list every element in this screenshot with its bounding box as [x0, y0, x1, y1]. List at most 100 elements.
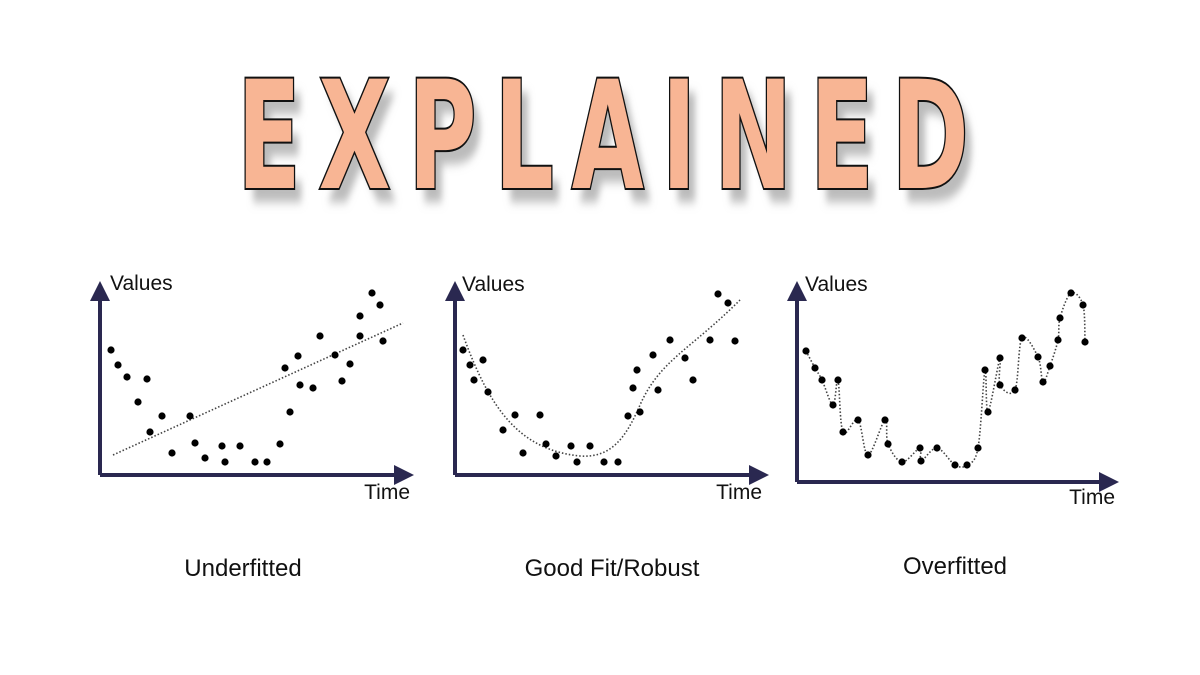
data-point	[276, 440, 284, 448]
title-shadow: EXPLAINED	[245, 64, 977, 238]
data-point	[633, 366, 641, 374]
data-point	[811, 364, 819, 372]
data-point	[996, 354, 1004, 362]
data-point	[1067, 289, 1075, 297]
data-point	[1011, 386, 1019, 394]
data-point	[218, 442, 226, 450]
data-point	[951, 461, 959, 469]
data-point	[614, 458, 622, 466]
data-point	[802, 347, 810, 355]
data-point	[296, 381, 304, 389]
data-point	[586, 442, 594, 450]
data-point	[134, 398, 142, 406]
data-point	[884, 440, 892, 448]
caption: Underfitted	[184, 555, 301, 582]
data-point	[251, 458, 259, 466]
data-point	[963, 461, 971, 469]
data-point	[881, 416, 889, 424]
data-point	[917, 457, 925, 465]
data-point	[1081, 338, 1089, 346]
data-point	[536, 411, 544, 419]
data-point	[818, 376, 826, 384]
data-point	[834, 376, 842, 384]
data-point	[552, 452, 560, 460]
data-point	[854, 416, 862, 424]
data-point	[466, 361, 474, 369]
panel: Values Time Overfitted	[787, 273, 1119, 580]
caption: Overfitted	[903, 553, 1007, 580]
data-point	[201, 454, 209, 462]
data-point	[479, 356, 487, 364]
x-axis-label: Time	[364, 481, 410, 504]
data-point	[573, 458, 581, 466]
data-point	[286, 408, 294, 416]
data-point	[600, 458, 608, 466]
data-point	[484, 388, 492, 396]
data-point	[499, 426, 507, 434]
data-point	[654, 386, 662, 394]
data-point	[1046, 362, 1054, 370]
data-point	[338, 377, 346, 385]
x-axis-label: Time	[716, 481, 762, 504]
data-point	[714, 290, 722, 298]
data-point	[829, 401, 837, 409]
data-point	[1054, 336, 1062, 344]
data-point	[567, 442, 575, 450]
data-point	[916, 444, 924, 452]
data-point	[974, 444, 982, 452]
data-point	[356, 332, 364, 340]
data-point	[346, 360, 354, 368]
data-point	[376, 301, 384, 309]
data-point	[368, 289, 376, 297]
data-point	[191, 439, 199, 447]
data-point	[666, 336, 674, 344]
fit-curve	[462, 299, 741, 457]
data-point	[519, 449, 527, 457]
data-point	[724, 299, 732, 307]
data-point	[1039, 378, 1047, 386]
data-point	[542, 440, 550, 448]
data-point	[186, 412, 194, 420]
panel: Values Time Underfitted	[90, 272, 414, 582]
data-point	[470, 376, 478, 384]
y-axis-label: Values	[110, 272, 173, 295]
data-point	[839, 428, 847, 436]
data-point	[236, 442, 244, 450]
title: EXPLAINED	[237, 50, 969, 224]
data-point	[107, 346, 115, 354]
data-point	[636, 408, 644, 416]
data-point	[158, 412, 166, 420]
y-axis-label: Values	[462, 273, 525, 296]
data-point	[681, 354, 689, 362]
data-point	[984, 408, 992, 416]
data-point	[316, 332, 324, 340]
x-axis-label: Time	[1069, 486, 1115, 509]
data-point	[706, 336, 714, 344]
fit-curve	[112, 322, 404, 456]
data-point	[294, 352, 302, 360]
data-point	[379, 337, 387, 345]
data-point	[309, 384, 317, 392]
panel: Values Time Good Fit/Robust	[445, 273, 769, 582]
caption: Good Fit/Robust	[525, 555, 700, 582]
data-point	[649, 351, 657, 359]
data-point	[864, 451, 872, 459]
data-point	[981, 366, 989, 374]
data-point	[996, 381, 1004, 389]
data-point	[1079, 301, 1087, 309]
data-point	[731, 337, 739, 345]
data-point	[168, 449, 176, 457]
data-point	[1034, 353, 1042, 361]
data-point	[689, 376, 697, 384]
data-point	[933, 444, 941, 452]
data-point	[146, 428, 154, 436]
data-point	[281, 364, 289, 372]
data-point	[1056, 314, 1064, 322]
data-point	[143, 375, 151, 383]
data-point	[459, 346, 467, 354]
data-point	[1018, 334, 1026, 342]
data-point	[221, 458, 229, 466]
data-point	[263, 458, 271, 466]
data-point	[898, 458, 906, 466]
